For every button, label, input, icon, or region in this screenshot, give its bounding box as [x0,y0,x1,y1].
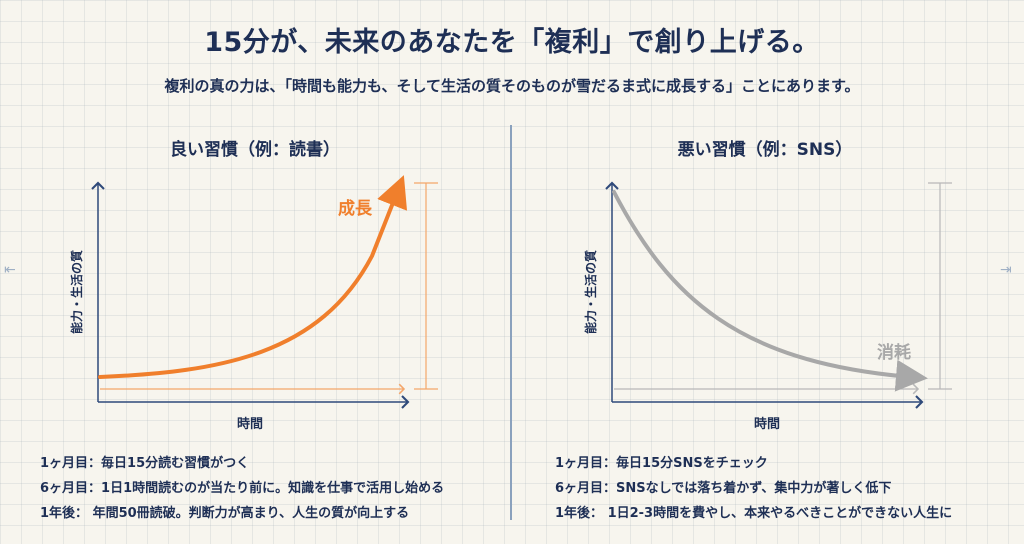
bad-note-1year: 1年後： 1日2-3時間を費やし、本来やるべきことができない人生に [555,506,953,521]
bad-note-6months: 6ヶ月目：SNSなしでは落ち着かず、集中力が著しく低下 [555,481,892,496]
decay-curve [612,190,928,392]
page-title: 15分が、未来のあなたを「複利」で創り上げる。 [204,27,820,58]
growth-curve [98,175,408,379]
right-edge-arrow-icon: ⇥ [1000,262,1012,278]
good-note-6months: 6ヶ月目：1日1時間読むのが当たり前に。知識を仕事で活用し始める [40,481,445,496]
bad-habit-title: 悪い習慣（例：SNS） [677,140,853,160]
decay-label: 消耗 [877,342,911,363]
bad-habit-notes: 1ヶ月目：毎日15分SNSをチェック 6ヶ月目：SNSなしでは落ち着かず、集中力… [555,451,952,526]
good-x-label: 時間 [237,416,263,432]
page-subtitle: 複利の真の力は、「時間も能力も、そして生活の質そのものが雪だるま式に成長する」こ… [164,77,860,95]
good-habit-chart: 成長 能力・生活の質 時間 [69,175,438,432]
good-habit-title: 良い習慣（例：読書） [170,140,340,160]
good-note-1month: 1ヶ月目：毎日15分読む習慣がつく [40,456,250,471]
bad-x-label: 時間 [754,416,780,432]
good-y-label: 能力・生活の質 [69,250,84,334]
growth-label: 成長 [338,198,373,219]
left-edge-arrow-icon: ⇤ [4,262,16,278]
bad-note-1month: 1ヶ月目：毎日15分SNSをチェック [555,456,768,471]
good-note-1year: 1年後： 年間50冊読破。判断力が高まり、人生の質が向上する [40,506,410,521]
center-divider [510,125,512,520]
bad-habit-chart: 消耗 能力・生活の質 時間 [583,181,952,432]
good-habit-notes: 1ヶ月目：毎日15分読む習慣がつく 6ヶ月目：1日1時間読むのが当たり前に。知識… [40,451,444,526]
bad-y-label: 能力・生活の質 [583,250,598,334]
